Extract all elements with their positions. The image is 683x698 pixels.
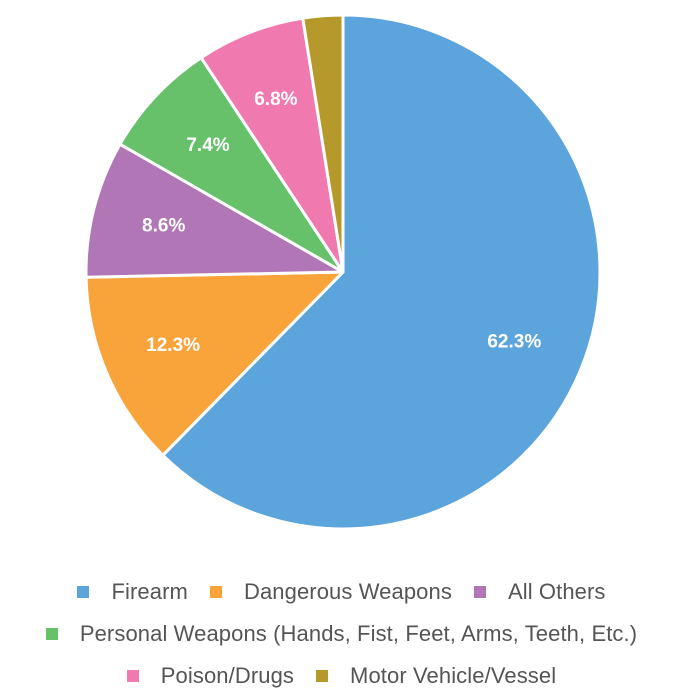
legend-label: Personal Weapons (Hands, Fist, Feet, Arm… [79,621,638,646]
pie-slice-labels: 62.3% 12.3% 8.6% 7.4% 6.8% [142,89,541,356]
legend-label: Dangerous Weapons [243,579,452,604]
slice-data-label: 7.4% [186,135,229,156]
legend-item[interactable]: Dangerous Weapons [209,579,452,605]
legend-item[interactable]: All Others [473,579,606,605]
pie-slice-all-others [84,142,345,279]
pie-slice-dangerous-weapons [84,270,345,457]
legend-item[interactable]: Personal Weapons (Hands, Fist, Feet, Arm… [45,621,638,647]
legend-row: Poison/Drugs Motor Vehicle/Vessel [0,655,683,697]
legend-row: Personal Weapons (Hands, Fist, Feet, Arm… [0,613,683,655]
legend-swatch [473,586,486,598]
legend-swatch [316,670,329,682]
pie-slice-personal-weapons-hands-fist-feet-arms-teeth-etc [118,56,345,274]
pie-chart: 62.3% 12.3% 8.6% 7.4% 6.8% [84,13,602,531]
legend-item[interactable]: Motor Vehicle/Vessel [316,663,556,689]
legend-label: Poison/Drugs [160,663,295,688]
pie-slice-poison-drugs [199,16,345,274]
legend-swatch [77,586,90,598]
legend-label: All Others [507,579,606,604]
pie-slices [84,13,602,531]
chart-legend: Firearm Dangerous Weapons All Others Person… [0,571,683,697]
legend-item[interactable]: Poison/Drugs [126,663,295,689]
legend-item[interactable]: Firearm [77,579,188,605]
legend-label: Motor Vehicle/Vessel [350,663,557,688]
slice-data-label: 6.8% [254,89,297,110]
slice-data-label: 62.3% [487,332,541,353]
legend-label: Firearm [111,579,188,604]
pie-slice-motor-vehicle-vessel [301,13,345,274]
legend-swatch [126,670,139,682]
slice-data-label: 8.6% [142,216,185,237]
pie-slice-firearm [161,13,602,531]
legend-swatch [209,586,222,598]
legend-row: Firearm Dangerous Weapons All Others [0,571,683,613]
slice-data-label: 12.3% [146,335,200,356]
legend-swatch [45,628,58,640]
